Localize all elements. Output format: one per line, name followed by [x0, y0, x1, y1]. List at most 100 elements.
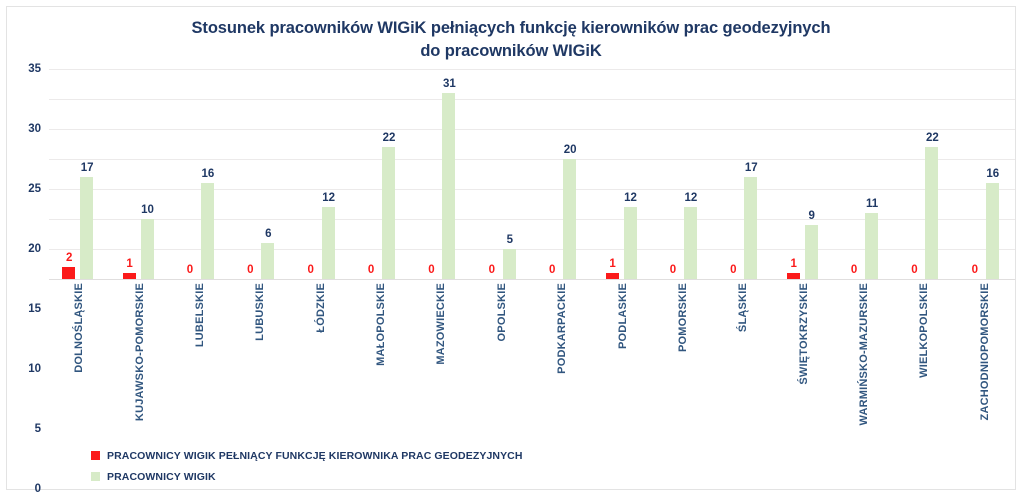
x-axis-tick-label: LUBELSKIE — [193, 283, 206, 348]
x-axis-tick-label: DOLNOŚLĄSKIE — [73, 283, 86, 373]
bar-value-label: 10 — [141, 204, 154, 216]
legend-label-pracownicy: PRACOWNICY WIGIK — [107, 470, 216, 483]
bar-value-label: 0 — [367, 264, 375, 276]
legend-label-kierownicy: PRACOWNICY WIGIK PEŁNIĄCY FUNKCJĘ KIEROW… — [107, 449, 523, 462]
bar-value-label: 0 — [307, 264, 314, 276]
x-axis-slot: ŚWIĘTOKRZYSKIE — [774, 283, 834, 423]
y-axis-tick-label: 20 — [28, 243, 41, 255]
bar-value-label: 17 — [80, 162, 94, 174]
chart-title-line-2: do pracowników WIGiK — [420, 42, 602, 60]
bar-green[interactable] — [502, 249, 516, 279]
bar-red[interactable] — [605, 273, 619, 279]
bar-green[interactable] — [80, 177, 94, 279]
bar-value-label: 31 — [443, 78, 456, 90]
y-axis-tick-label: 30 — [28, 123, 41, 135]
bar-group: 0 12 — [653, 69, 713, 279]
y-axis-tick-label: 25 — [28, 183, 41, 195]
x-axis-slot: WIELKOPOLSKIE — [894, 283, 954, 423]
y-axis-tick-label: 10 — [28, 363, 41, 375]
bar-red[interactable] — [122, 273, 136, 279]
x-axis-tick-label: ŚWIĘTOKRZYSKIE — [797, 283, 810, 385]
legend-item-pracownicy[interactable]: PRACOWNICY WIGIK — [91, 466, 523, 487]
x-axis-slot: MAŁOPOLSKIE — [351, 283, 411, 423]
chart-frame: Stosunek pracowników WIGiK pełniących fu… — [6, 6, 1016, 495]
bar-value-label: 12 — [684, 192, 698, 204]
gridline: 5 — [35, 249, 1015, 435]
legend-item-kierownicy[interactable]: PRACOWNICY WIGIK PEŁNIĄCY FUNKCJĘ KIEROW… — [91, 445, 523, 466]
bar-value-label: 1 — [790, 258, 797, 270]
x-axis-slot: DOLNOŚLĄSKIE — [49, 283, 109, 423]
x-axis-slot: ŁÓDZKIE — [291, 283, 351, 423]
bar-green[interactable] — [623, 207, 637, 279]
x-axis-tick-label: MAŁOPOLSKIE — [375, 283, 388, 366]
x-axis-tick-label: LUBUSKIE — [254, 283, 267, 341]
bar-red[interactable] — [62, 267, 76, 279]
legend-swatch-red-icon — [91, 451, 100, 460]
bar-value-label: 0 — [488, 264, 496, 276]
bar-value-label: 0 — [186, 264, 194, 276]
bar-group: 1 12 — [592, 69, 652, 279]
x-axis-tick-label: OPOLSKIE — [495, 283, 508, 342]
bar-group: 1 10 — [109, 69, 169, 279]
bar-group: 0 20 — [532, 69, 592, 279]
bar-value-label: 0 — [428, 264, 435, 276]
gridline: 20 — [28, 159, 1015, 255]
gridline: 25 — [28, 129, 1015, 195]
bar-green[interactable] — [865, 213, 879, 279]
bar-value-label: 0 — [911, 264, 918, 276]
bar-group: 2 17 — [49, 69, 109, 279]
bar-value-label: 0 — [971, 264, 979, 276]
bar-value-label: 1 — [609, 258, 616, 270]
bar-value-label: 11 — [865, 198, 879, 210]
bar-green[interactable] — [321, 207, 335, 279]
bar-group: 0 17 — [713, 69, 773, 279]
x-axis-tick-label: MAZOWIECKIE — [435, 283, 448, 365]
bar-green[interactable] — [140, 219, 154, 279]
bar-value-label: 0 — [669, 264, 677, 276]
x-axis-tick-label: ŁÓDZKIE — [314, 283, 327, 333]
bar-green[interactable] — [683, 207, 697, 279]
bar-green[interactable] — [261, 243, 275, 279]
bar-green[interactable] — [925, 147, 939, 279]
y-axis-tick-label: 5 — [34, 423, 41, 435]
x-axis-slot: ZACHODNIOPOMORSKIE — [955, 283, 1015, 423]
legend-swatch-green-icon — [91, 472, 100, 481]
gridline: 0 — [35, 279, 1015, 495]
bar-value-label: 0 — [850, 264, 858, 276]
bar-value-label: 12 — [322, 192, 336, 204]
bar-green[interactable] — [200, 183, 214, 279]
chart-title: Stosunek pracowników WIGiK pełniących fu… — [7, 17, 1015, 63]
bar-value-label: 0 — [247, 264, 254, 276]
x-axis-slot: LUBELSKIE — [170, 283, 230, 423]
bar-green[interactable] — [442, 93, 456, 279]
x-axis-tick-label: WARMIŃSKO-MAZURSKIE — [858, 283, 871, 426]
gridline: 10 — [28, 219, 1015, 375]
gridlines: 0 5 10 15 20 25 30 35 — [28, 63, 1015, 495]
bar-value-label: 9 — [808, 210, 815, 222]
x-axis-tick-label: POMORSKIE — [676, 283, 689, 353]
gridline: 15 — [28, 189, 1015, 315]
bar-green[interactable] — [985, 183, 999, 279]
x-axis-labels: DOLNOŚLĄSKIE KUJAWSKO-POMORSKIE LUBELSKIE L… — [49, 283, 1015, 426]
y-axis-tick-label: 15 — [28, 303, 41, 315]
x-axis-slot: WARMIŃSKO-MAZURSKIE — [834, 283, 894, 426]
y-axis-tick-label: 35 — [28, 63, 41, 75]
bar-red[interactable] — [786, 273, 800, 279]
bar-green[interactable] — [744, 177, 758, 279]
x-axis-tick-label: ŚLĄSKIE — [737, 283, 750, 333]
bar-green[interactable] — [563, 159, 577, 279]
bar-green[interactable] — [804, 225, 818, 279]
x-axis-tick-label: ZACHODNIOPOMORSKIE — [978, 283, 991, 421]
bar-group: 0 31 — [411, 69, 471, 279]
x-axis-tick-label: PODLASKIE — [616, 283, 629, 349]
bar-value-label: 6 — [265, 228, 272, 240]
gridline: 35 — [28, 63, 1015, 75]
x-axis-slot: ŚLĄSKIE — [713, 283, 773, 423]
bar-group: 0 12 — [291, 69, 351, 279]
x-axis-slot: LUBUSKIE — [230, 283, 290, 423]
bar-green[interactable] — [382, 147, 396, 279]
bar-value-label: 0 — [548, 264, 556, 276]
x-axis-slot: OPOLSKIE — [472, 283, 532, 423]
